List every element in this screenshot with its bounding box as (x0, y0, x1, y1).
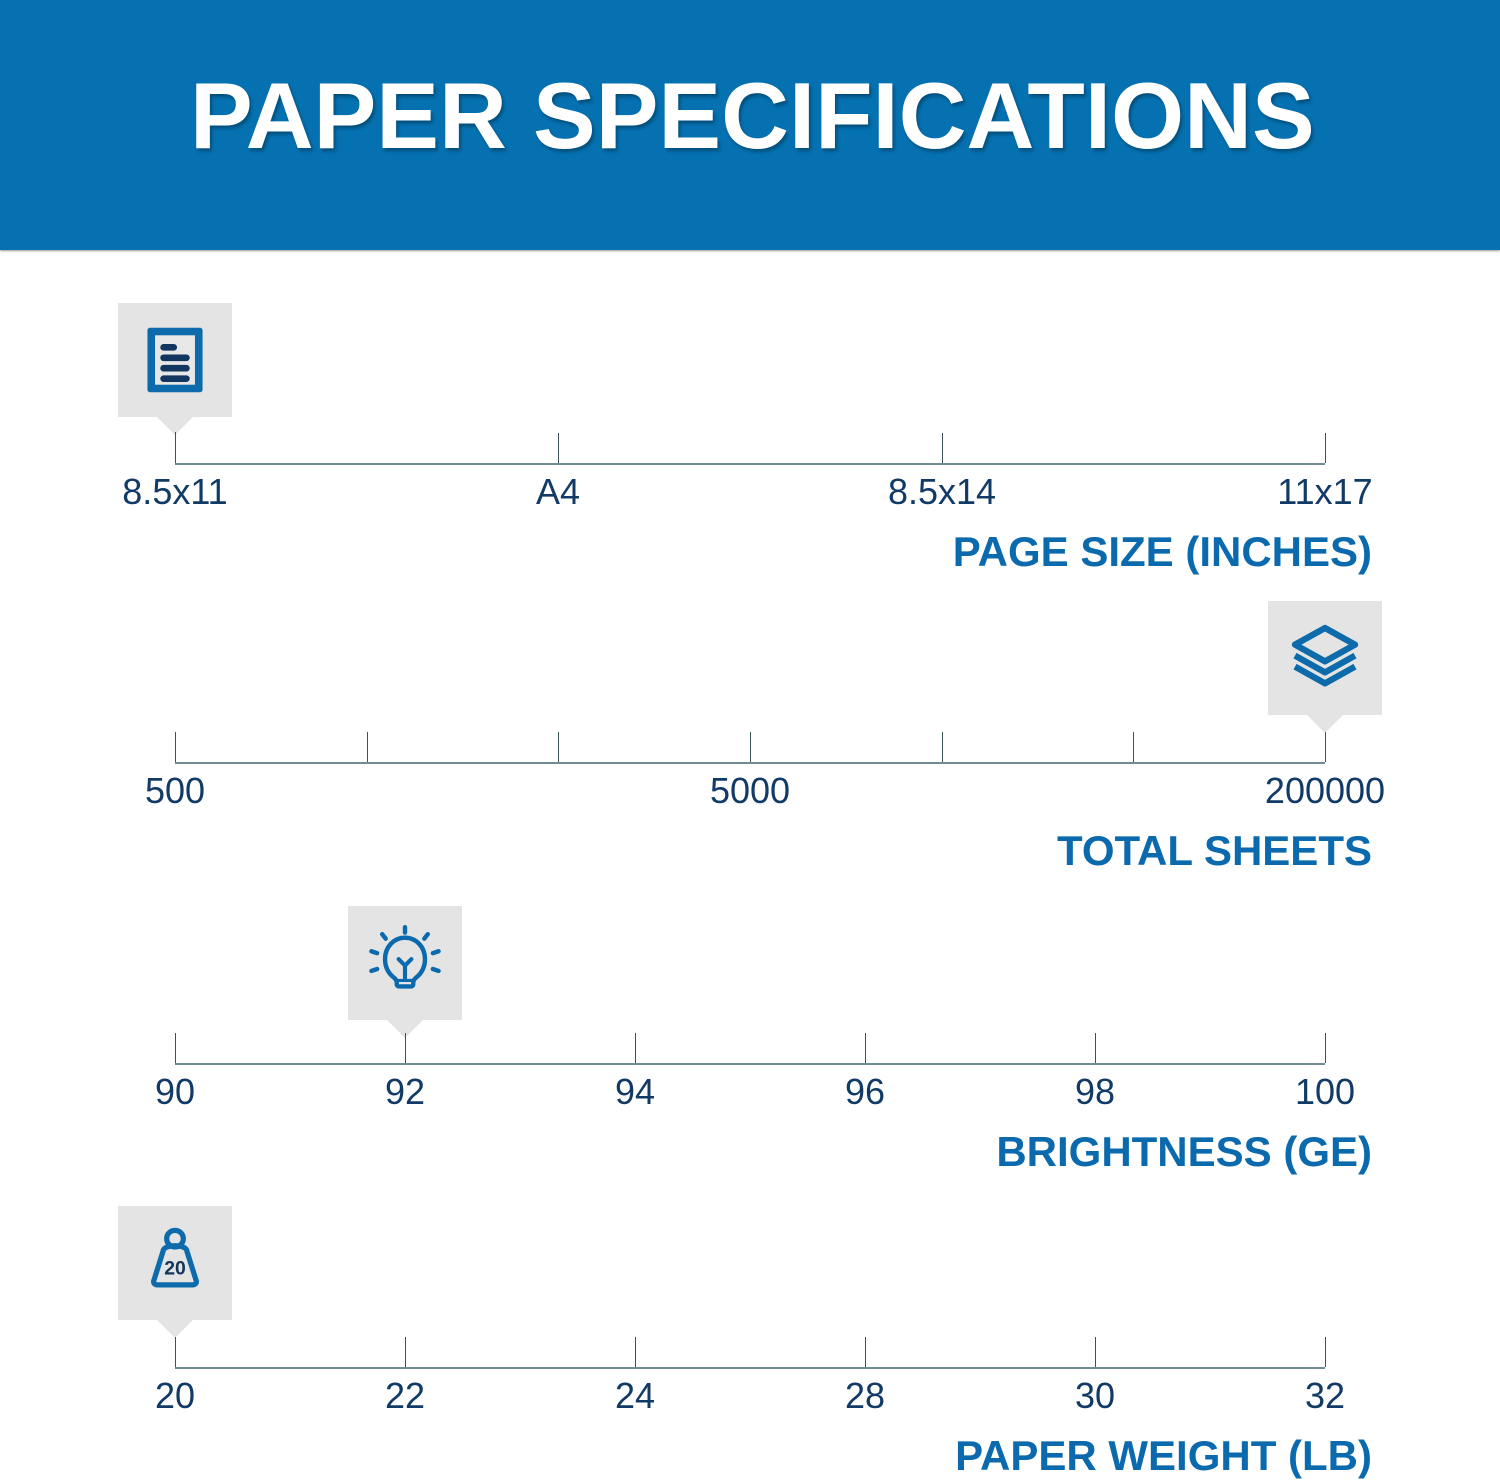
svg-text:20: 20 (164, 1257, 186, 1279)
